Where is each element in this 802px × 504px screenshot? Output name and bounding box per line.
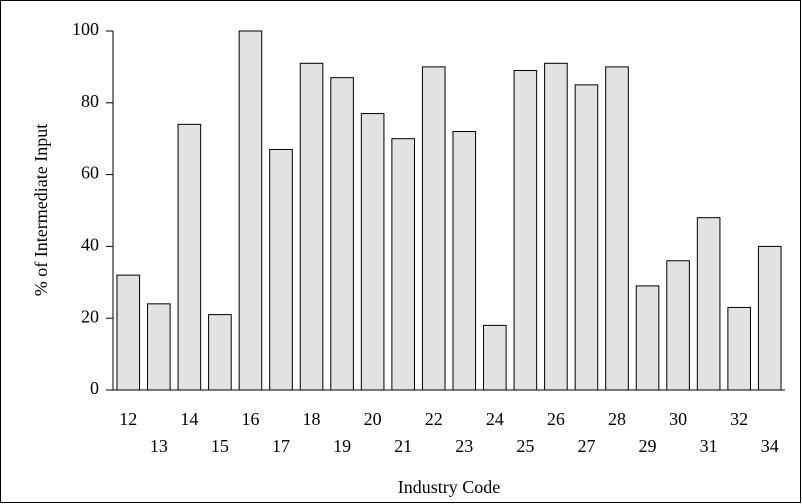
bar — [391, 138, 415, 391]
x-tick-label: 17 — [272, 436, 290, 456]
bar — [757, 245, 782, 391]
x-tick-label: 25 — [516, 436, 534, 456]
bar — [421, 66, 446, 391]
bar — [299, 62, 324, 391]
x-tick-label: 13 — [150, 436, 168, 456]
y-tick-label: 0 — [90, 378, 99, 398]
y-axis-label: % of Intermediate Input — [31, 124, 51, 296]
y-tick-label: 60 — [81, 163, 99, 183]
bar — [727, 306, 751, 391]
x-tick-label: 22 — [425, 409, 443, 429]
bar — [513, 69, 538, 391]
bar — [483, 324, 507, 391]
x-tick-label: 34 — [761, 436, 779, 456]
x-tick-label: 29 — [639, 436, 657, 456]
y-tick-label: 20 — [81, 306, 99, 326]
x-tick-label: 28 — [608, 409, 626, 429]
bar — [544, 62, 568, 391]
bar — [208, 314, 232, 391]
x-tick-label: 32 — [730, 409, 748, 429]
x-tick-label: 23 — [455, 436, 473, 456]
bar — [574, 84, 599, 391]
x-tick-label: 31 — [700, 436, 718, 456]
y-tick-label: 40 — [81, 235, 99, 255]
bar — [147, 303, 171, 391]
x-tick-label: 20 — [364, 409, 382, 429]
x-tick-label: 19 — [333, 436, 351, 456]
x-tick-label: 30 — [669, 409, 687, 429]
bar — [269, 148, 293, 391]
bar — [605, 66, 629, 391]
bar — [635, 285, 660, 391]
bar — [452, 131, 477, 391]
x-tick-label: 14 — [180, 409, 198, 429]
x-tick-label: 27 — [577, 436, 595, 456]
x-tick-label: 15 — [211, 436, 229, 456]
x-axis-label: Industry Code — [398, 477, 501, 497]
x-tick-label: 21 — [394, 436, 412, 456]
bar — [177, 123, 202, 391]
x-tick-label: 16 — [241, 409, 259, 429]
bar — [696, 217, 721, 391]
y-tick-label: 100 — [72, 19, 99, 39]
bar — [116, 274, 141, 391]
bar — [238, 30, 263, 391]
x-tick-label: 12 — [119, 409, 137, 429]
bar — [360, 113, 385, 391]
x-tick-label: 18 — [303, 409, 321, 429]
x-tick-label: 24 — [486, 409, 504, 429]
y-tick-label: 80 — [81, 91, 99, 111]
x-tick-label: 26 — [547, 409, 565, 429]
bar — [666, 260, 690, 391]
bar — [330, 77, 354, 391]
